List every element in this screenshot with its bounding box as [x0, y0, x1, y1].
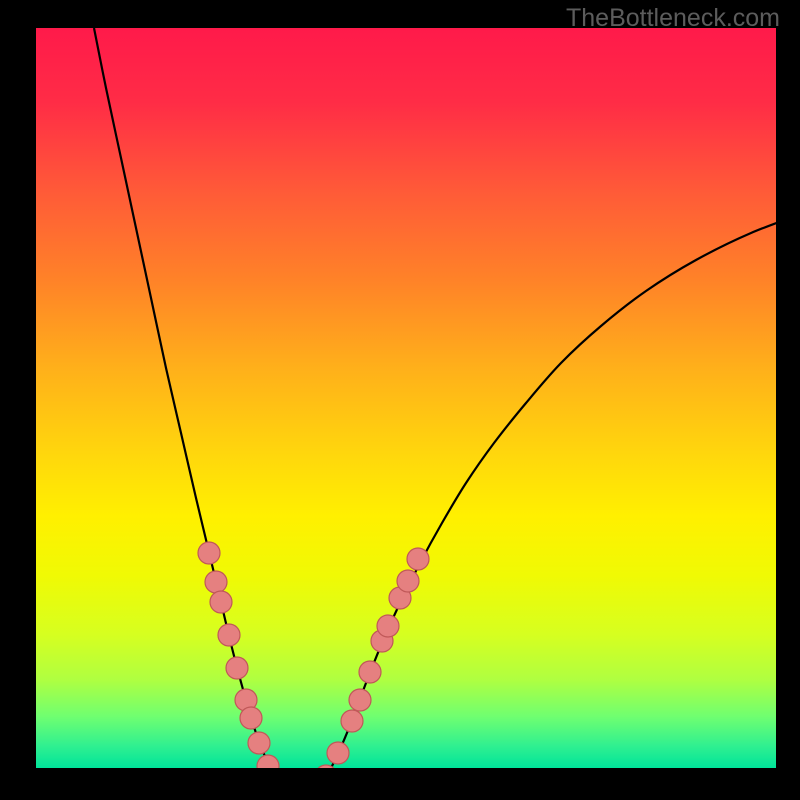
data-point: [341, 710, 363, 732]
chart-container: TheBottleneck.com: [0, 0, 800, 800]
data-point: [349, 689, 371, 711]
data-point: [377, 615, 399, 637]
plot-area: [36, 28, 776, 768]
data-point: [218, 624, 240, 646]
data-point: [257, 755, 279, 768]
bottleneck-curve: [94, 28, 776, 768]
data-point: [315, 765, 337, 768]
data-point: [210, 591, 232, 613]
data-point: [205, 571, 227, 593]
data-point: [198, 542, 220, 564]
chart-svg: [36, 28, 776, 768]
data-point: [359, 661, 381, 683]
data-point: [248, 732, 270, 754]
watermark-text: TheBottleneck.com: [566, 4, 780, 33]
data-point: [397, 570, 419, 592]
data-point: [327, 742, 349, 764]
data-point: [407, 548, 429, 570]
data-point: [240, 707, 262, 729]
data-point: [226, 657, 248, 679]
